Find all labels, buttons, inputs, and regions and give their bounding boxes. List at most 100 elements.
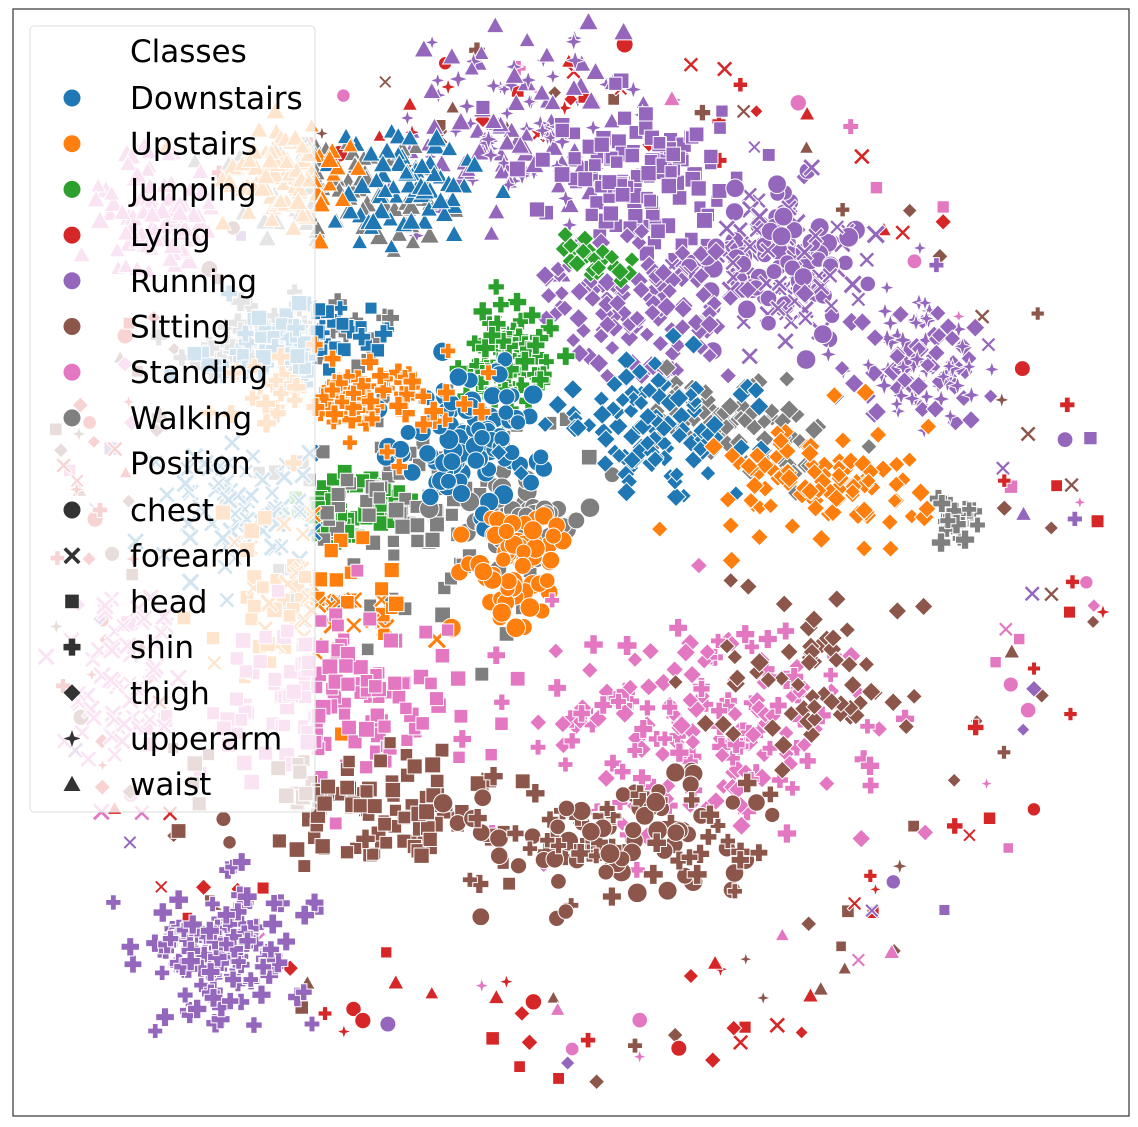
scatter-point [1079,575,1094,590]
scatter-point [534,264,556,286]
scatter-point [605,374,624,394]
scatter-point [995,499,1014,518]
legend-marker-standing [63,363,81,381]
scatter-point [473,788,493,808]
scatter-point [429,773,445,789]
scatter-point [554,122,570,139]
scatter-point [888,347,907,366]
scatter-point [336,88,351,103]
scatter-point [215,811,232,828]
scatter-point [406,758,423,775]
legend-marker-waist [63,775,81,791]
legend: Classes Downstairs Upstairs Jumping Lying Ru… [29,25,316,813]
scatter-point [992,390,1012,410]
scatter-point [360,642,375,657]
scatter-point [616,110,633,126]
scatter-point [387,501,405,519]
scatter-point [565,331,582,349]
scatter-point [316,795,333,812]
scatter-point [654,419,674,439]
scatter-point [543,66,563,87]
scatter-point [513,1060,526,1073]
legend-marker-walking [63,409,81,427]
scatter-point [428,691,445,707]
scatter-point [810,528,832,550]
scatter-point [376,181,395,199]
scatter-point [783,517,802,536]
scatter-point [368,226,390,246]
scatter-point [869,181,884,195]
scatter-point [768,1016,787,1035]
scatter-point [420,487,440,507]
scatter-point [703,1051,722,1070]
scatter-point [735,411,754,430]
scatter-point [1023,584,1042,603]
scatter-point [580,661,599,680]
scatter-point [630,362,650,382]
legend-marker-lying [63,226,81,244]
scatter-point [588,158,602,172]
scatter-point [842,273,864,295]
scatter-point [321,658,339,676]
scatter-point [541,550,561,570]
scatter-point [432,793,454,814]
scatter-point [362,611,378,627]
scatter-point [609,692,628,711]
scatter-point [846,895,863,912]
scatter-point [860,681,882,703]
scatter-point [933,366,954,387]
scatter-point [276,931,297,952]
scatter-point [699,804,721,825]
scatter-point [859,755,881,776]
legend-classes: Downstairs Upstairs Jumping Lying Running Sit… [63,81,303,437]
scatter-point [509,135,531,154]
scatter-point [320,778,337,795]
scatter-point [543,93,563,111]
scatter-point [719,366,738,385]
scatter-point [688,126,705,143]
scatter-point [834,202,851,218]
scatter-point [888,401,908,422]
scatter-point [799,652,820,673]
scatter-point [680,848,699,867]
scatter-point [961,827,977,843]
scatter-point [424,676,438,691]
scatter-point [351,327,372,347]
scatter-point [873,459,894,480]
scatter-point [518,126,535,142]
scatter-point [887,475,906,494]
scatter-point [805,710,824,729]
scatter-point [161,929,180,948]
scatter-point [1059,396,1076,413]
scatter-point [762,717,783,739]
scatter-point [484,747,498,762]
scatter-point [339,472,355,488]
scatter-point [686,863,708,885]
scatter-point [450,110,472,131]
scatter-point [374,581,390,597]
scatter-point [539,832,556,849]
scatter-point [746,139,762,155]
scatter-point [721,516,741,535]
scatter-point [859,275,877,293]
scatter-point [378,443,396,461]
scatter-point [910,238,930,258]
scatter-point [634,806,655,826]
scatter-point [508,160,526,178]
scatter-point [455,95,478,118]
scatter-point [1050,479,1064,493]
scatter-point [224,970,243,989]
scatter-point [495,79,514,99]
scatter-point [668,617,688,638]
scatter-point [486,202,506,220]
scatter-point [153,879,169,895]
scatter-point [497,103,517,123]
scatter-point [593,136,610,153]
scatter-point [514,773,531,790]
scatter-point [423,985,440,1000]
scatter-point [761,785,780,804]
scatter-point [1002,642,1021,659]
scatter-point [479,364,497,382]
scatter-point [915,823,935,842]
